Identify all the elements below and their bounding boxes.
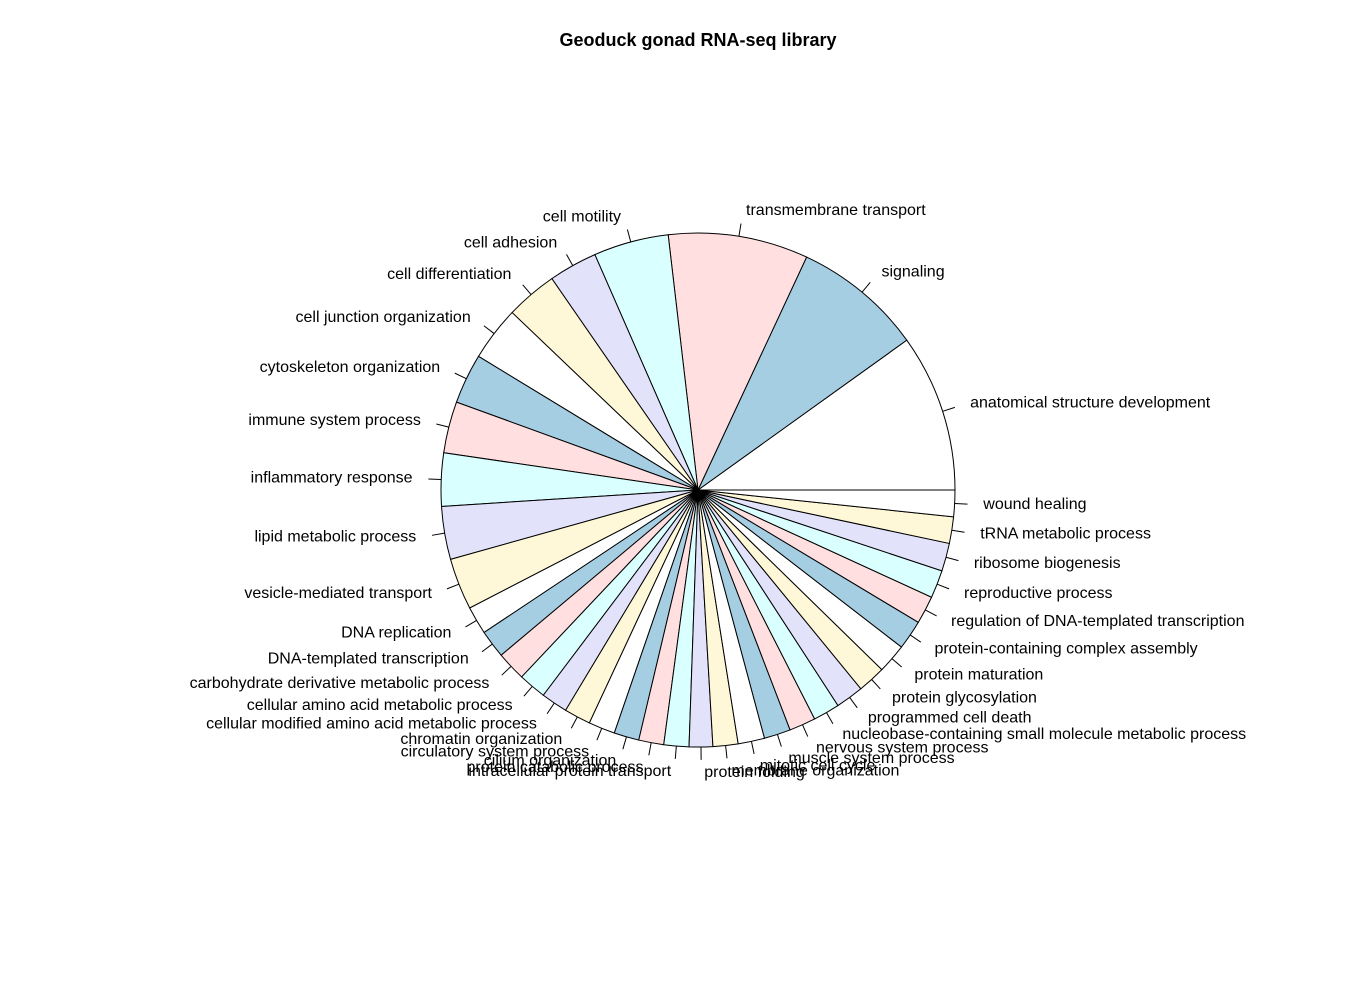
pie-tick-transmembrane-transport — [738, 223, 742, 237]
pie-label-protein-catabolic-process: protein catabolic process — [466, 759, 643, 776]
pie-tick-dna-replication — [465, 620, 477, 628]
pie-slices — [440, 232, 956, 748]
pie-tick-intracellular-protein-transport — [674, 746, 677, 759]
pie-label-anatomical-structure-development: anatomical structure development — [970, 395, 1211, 412]
pie-tick-lipid-metabolic-process — [431, 532, 445, 536]
pie-tick-protein-maturation — [891, 658, 902, 668]
pie-label-wound-healing: wound healing — [982, 496, 1086, 513]
pie-label-signaling: signaling — [881, 264, 944, 281]
pie-label-nervous-system-process: nervous system process — [816, 739, 989, 756]
pie-tick-ribosome-biogenesis — [945, 556, 959, 562]
pie-label-circulatory-system-process: circulatory system process — [401, 743, 590, 760]
pie-labels: anatomical structure development signalin… — [190, 202, 1246, 781]
pie-tick-mitotic-cell-cycle — [750, 741, 755, 755]
pie-label-membrane-organization: membrane organization — [731, 762, 899, 779]
pie-label-cellular-modified-amino-acid-metabolic-process: cellular modified amino acid metabolic p… — [206, 716, 537, 733]
pie-tick-membrane-organization — [725, 745, 728, 759]
pie-label-protein-containing-complex-assembly: protein-containing complex assembly — [934, 641, 1197, 658]
pie-slice-transmembrane-transport — [667, 232, 808, 492]
pie-label-cell-differentiation: cell differentiation — [387, 266, 511, 283]
pie-tick-dna-templated-transcription — [481, 643, 493, 653]
pie-label-muscle-system-process: muscle system process — [788, 750, 954, 767]
pie-label-intracellular-protein-transport: intracellular protein transport — [468, 763, 671, 780]
pie-tick-wound-healing — [954, 502, 968, 505]
pie-label-carbohydrate-derivative-metabolic-process: carbohydrate derivative metabolic proces… — [190, 675, 490, 692]
pie-tick-protein-containing-complex-assembly — [909, 634, 922, 643]
pie-label-regulation-of-dna-templated-transcription: regulation of DNA-templated transcriptio… — [951, 613, 1244, 630]
pie-slice-wound-healing — [697, 489, 956, 518]
pie-tick-circulatory-system-process — [596, 728, 603, 741]
pie-tick-protein-catabolic-process — [648, 742, 652, 756]
pie-slice-anatomical-structure-development — [696, 339, 956, 491]
pie-tick-inflammatory-response — [428, 478, 442, 481]
pie-tick-cell-motility — [626, 229, 632, 243]
pie-label-trna-metabolic-process: tRNA metabolic process — [980, 525, 1151, 542]
pie-tick-signaling — [861, 281, 871, 293]
pie-label-inflammatory-response: inflammatory response — [251, 470, 413, 487]
pie-label-protein-folding: protein folding — [704, 764, 805, 781]
pie-tick-cellular-amino-acid-metabolic-process — [523, 686, 533, 697]
pie-tick-anatomical-structure-development — [942, 406, 956, 412]
pie-label-cilium-organization: cilium organization — [484, 753, 617, 770]
pie-tick-chromatin-organization — [570, 716, 578, 729]
pie-tick-protein-glycosylation — [871, 679, 881, 690]
pie-label-protein-glycosylation: protein glycosylation — [892, 690, 1037, 707]
pie-label-lipid-metabolic-process: lipid metabolic process — [254, 529, 416, 546]
pie-tick-cellular-modified-amino-acid-metabolic-process — [546, 702, 555, 714]
pie-tick-programmed-cell-death — [849, 697, 858, 709]
pie-label-programmed-cell-death: programmed cell death — [868, 709, 1032, 726]
pie-tick-cilium-organization — [622, 736, 627, 750]
pie-tick-immune-system-process — [436, 423, 449, 428]
pie-label-vesicle-mediated-transport: vesicle-mediated transport — [244, 585, 432, 602]
pie-label-immune-system-process: immune system process — [248, 412, 421, 429]
pie-tick-regulation-of-dna-templated-transcription — [925, 609, 937, 617]
pie-label-protein-maturation: protein maturation — [914, 667, 1043, 684]
pie-label-dna-templated-transcription: DNA-templated transcription — [268, 651, 469, 668]
pie-tick-cell-junction-organization — [483, 325, 495, 334]
pie-label-cell-motility: cell motility — [543, 208, 621, 225]
pie-label-chromatin-organization: chromatin organization — [400, 731, 562, 748]
pie-tick-muscle-system-process — [776, 734, 782, 747]
pie-tick-cytoskeleton-organization — [454, 372, 467, 380]
pie-tick-vesicle-mediated-transport — [446, 583, 460, 590]
pie-label-cytoskeleton-organization: cytoskeleton organization — [260, 359, 441, 376]
pie-label-dna-replication: DNA replication — [341, 625, 451, 642]
pie-tick-cell-differentiation — [522, 284, 532, 295]
pie-label-ticks — [428, 223, 968, 760]
chart-title: Geoduck gonad RNA-seq library — [559, 30, 837, 50]
pie-tick-cell-adhesion — [566, 254, 574, 266]
pie-label-reproductive-process: reproductive process — [964, 585, 1113, 602]
pie-label-ribosome-biogenesis: ribosome biogenesis — [974, 555, 1121, 572]
pie-slice-signaling — [696, 256, 908, 492]
pie-label-cell-adhesion: cell adhesion — [464, 234, 557, 251]
pie-label-transmembrane-transport: transmembrane transport — [746, 202, 926, 219]
pie-label-nucleobase-containing-small-molecule-metabolic-process: nucleobase-containing small molecule met… — [842, 726, 1246, 743]
pie-tick-carbohydrate-derivative-metabolic-process — [501, 665, 512, 676]
pie-label-mitotic-cell-cycle: mitotic cell cycle — [760, 758, 876, 775]
pie-tick-nucleobase-containing-small-molecule-metabolic-process — [826, 712, 834, 724]
pie-tick-nervous-system-process — [802, 724, 809, 737]
pie-tick-trna-metabolic-process — [951, 529, 965, 533]
pie-label-cell-junction-organization: cell junction organization — [296, 309, 471, 326]
pie-label-cellular-amino-acid-metabolic-process: cellular amino acid metabolic process — [247, 697, 513, 714]
pie-tick-reproductive-process — [936, 583, 950, 590]
